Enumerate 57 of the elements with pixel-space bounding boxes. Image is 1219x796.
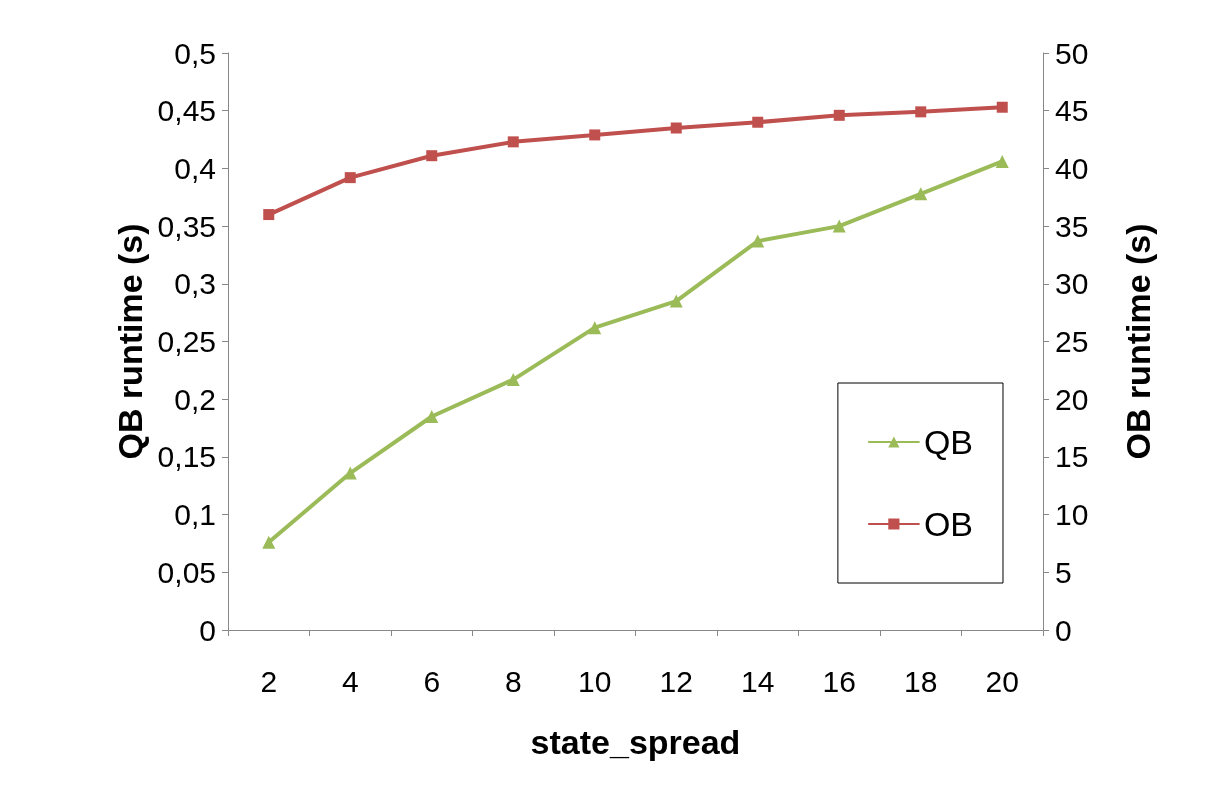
point	[588, 321, 602, 335]
point	[425, 410, 439, 424]
legend-label: OB	[923, 505, 973, 543]
point	[344, 172, 356, 184]
point	[833, 109, 845, 121]
y2-tick-label: 5	[1055, 555, 1072, 589]
y2-tick-label: 40	[1055, 151, 1089, 185]
x-tick-label: 18	[904, 664, 938, 698]
x-axis-title: state_spread	[530, 723, 741, 761]
point	[670, 122, 682, 134]
y-tick-label: 0,5	[174, 36, 216, 70]
point	[506, 373, 520, 387]
x-tick-label: 20	[985, 664, 1019, 698]
y-tick-label: 0,35	[157, 209, 216, 243]
point	[262, 535, 276, 549]
y-tick-label: 0,05	[157, 555, 216, 589]
y-axis-title: QB runtime (s)	[110, 223, 149, 460]
y-tick-label: 0,2	[174, 382, 216, 416]
legend-label: QB	[923, 423, 973, 461]
point	[915, 106, 927, 118]
y2-tick-label: 25	[1055, 325, 1089, 358]
y-tick-label: 0	[199, 613, 216, 647]
x-tick-label: 10	[578, 664, 612, 698]
y-tick-label: 0,15	[157, 440, 216, 474]
y-tick-label: 0,4	[174, 151, 216, 185]
y2-tick-label: 35	[1055, 209, 1089, 243]
y2-tick-label: 0	[1055, 613, 1072, 647]
point	[832, 219, 846, 233]
point	[751, 234, 765, 248]
x-tick-label: 14	[741, 664, 775, 698]
point	[752, 116, 764, 128]
y2-tick-label: 50	[1055, 36, 1089, 70]
point	[263, 209, 275, 221]
y-tick-label: 0,45	[157, 94, 216, 128]
point	[914, 187, 928, 201]
y2-tick-label: 30	[1055, 267, 1089, 301]
y2-tick-label: 45	[1055, 94, 1089, 128]
x-tick-label: 16	[822, 664, 856, 698]
y2-axis-title: OB runtime (s)	[1119, 223, 1157, 460]
point	[669, 294, 683, 308]
x-tick-label: 8	[504, 664, 522, 698]
y-tick-label: 0,1	[174, 498, 216, 532]
y2-tick-label: 15	[1055, 440, 1089, 474]
y-tick-label: 0,3	[174, 267, 216, 301]
point	[507, 136, 519, 148]
point	[995, 154, 1009, 168]
x-tick-label: 12	[659, 664, 693, 698]
x-tick-label: 2	[260, 664, 278, 698]
x-tick-label: 6	[423, 664, 441, 698]
point	[996, 101, 1008, 113]
point	[426, 150, 438, 162]
y-tick-label: 0,25	[157, 325, 216, 358]
y2-tick-label: 20	[1055, 382, 1089, 416]
x-tick-label: 4	[341, 664, 359, 698]
point	[589, 129, 601, 141]
point	[343, 466, 357, 480]
y2-tick-label: 10	[1055, 498, 1089, 532]
